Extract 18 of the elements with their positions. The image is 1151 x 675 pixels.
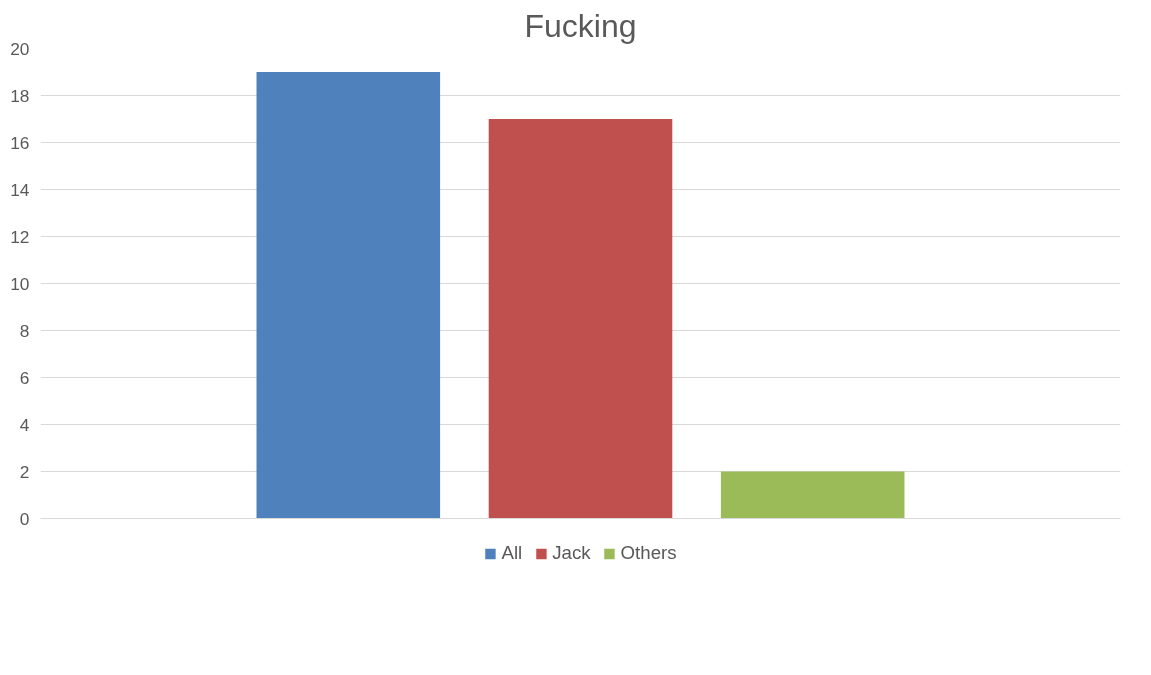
y-tick-label: 20 <box>10 38 30 59</box>
y-tick-label: 10 <box>10 273 30 294</box>
bar <box>256 72 441 519</box>
y-tick-label: 12 <box>10 226 30 247</box>
y-tick-label: 2 <box>19 461 30 482</box>
y-tick-label: 0 <box>19 508 30 529</box>
legend-label: Others <box>620 542 677 564</box>
y-tick-label: 18 <box>10 85 30 106</box>
legend-label: All <box>501 542 523 564</box>
y-tick-label: 14 <box>10 179 30 200</box>
chart-title: Fucking <box>524 7 637 44</box>
y-tick-label: 8 <box>19 320 30 341</box>
bar <box>488 119 673 519</box>
y-tick-label: 16 <box>10 132 30 153</box>
y-tick-label: 4 <box>19 414 30 435</box>
y-tick-label: 6 <box>19 367 30 388</box>
legend-label: Jack <box>552 542 591 564</box>
bar <box>720 471 905 519</box>
